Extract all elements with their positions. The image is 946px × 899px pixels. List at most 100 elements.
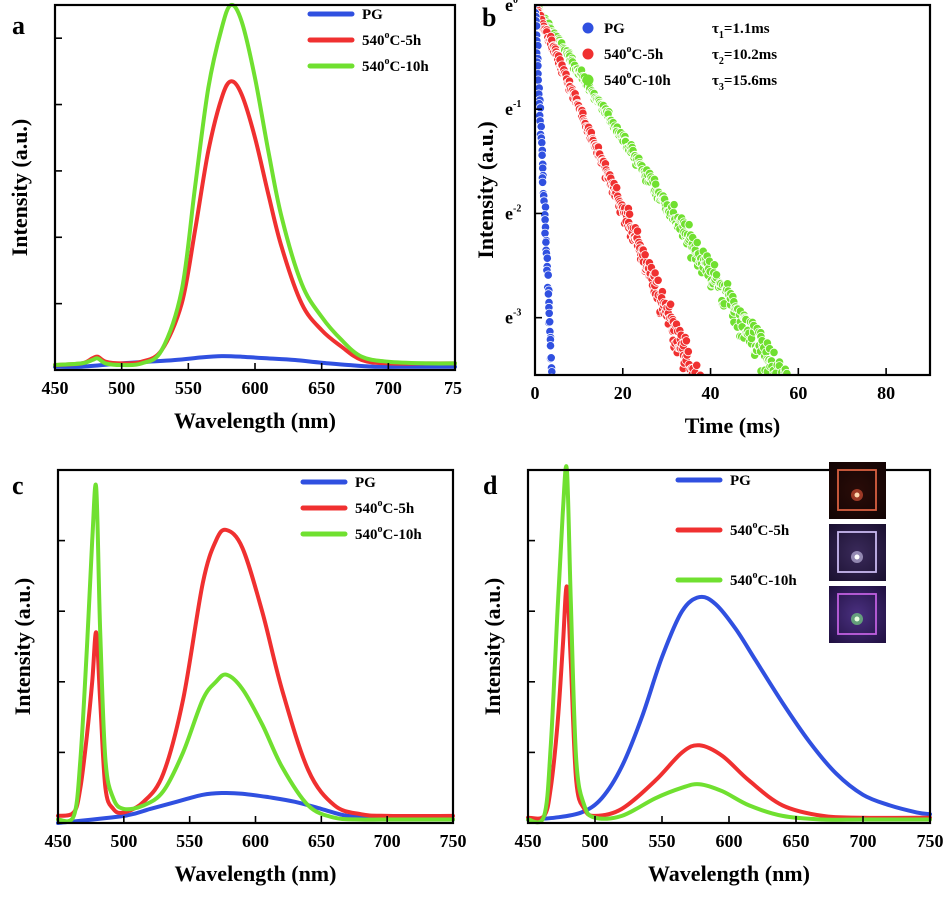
legend-marker — [582, 48, 594, 60]
data-point — [681, 336, 692, 346]
sample-photo — [829, 524, 886, 581]
x-tick-label: 550 — [175, 378, 202, 398]
data-point — [651, 179, 661, 189]
data-point — [711, 270, 722, 280]
series-line-pg — [526, 594, 932, 822]
tau-subscript: 2 — [719, 56, 724, 67]
x-axis-label: Wavelength (nm) — [175, 861, 337, 886]
panel-letter: c — [12, 471, 24, 500]
data-point — [540, 202, 551, 212]
y-tick-label: e0 — [505, 0, 518, 15]
legend-name-tail: C-10h — [383, 527, 423, 543]
legend-name-tail: C-5h — [383, 501, 415, 517]
series-line-540c-10h — [53, 2, 457, 368]
x-tick-label: 700 — [850, 831, 877, 851]
tau-symbol: τ — [712, 21, 719, 37]
y-axis-label: Intensity (a.u.) — [10, 578, 35, 716]
legend-label: 540oC-10h — [355, 524, 422, 543]
legend-degree: o — [378, 498, 383, 509]
y-tick-base: e — [505, 203, 513, 223]
x-tick-label: 60 — [789, 383, 807, 403]
data-point — [545, 341, 556, 351]
legend-name: PG — [362, 7, 383, 23]
legend-name: 540 — [730, 523, 753, 539]
x-tick-label: 500 — [110, 831, 137, 851]
legend-degree: o — [753, 520, 758, 531]
data-point — [782, 368, 792, 375]
x-tick-label: 700 — [374, 831, 401, 851]
sample-photo — [829, 586, 886, 643]
legend-name: 540 — [604, 73, 627, 89]
x-tick-label: 600 — [242, 831, 269, 851]
data-point — [769, 347, 779, 357]
tau-subscript: 1 — [719, 30, 724, 41]
inset-photos — [829, 462, 886, 643]
data-point — [669, 200, 679, 210]
y-tick-exp: 0 — [513, 0, 518, 6]
legend-tau: τ3=15.6ms — [712, 73, 777, 93]
x-tick-label: 650 — [308, 378, 335, 398]
data-point — [684, 220, 694, 230]
y-axis-label: Intensity (a.u.) — [473, 121, 498, 259]
data-point — [547, 367, 557, 375]
series-line-540c-5h — [526, 584, 932, 821]
legend-label: 540oC-5h — [730, 520, 790, 539]
legend-degree: o — [385, 30, 390, 41]
legend-name: 540 — [730, 573, 753, 589]
series-line-540c-5h — [56, 527, 455, 819]
legend-name: 540 — [355, 501, 378, 517]
data-point — [665, 299, 676, 309]
legend-degree: o — [378, 524, 383, 535]
y-axis-label: Intensity (a.u.) — [480, 578, 505, 716]
x-tick-label: 450 — [45, 831, 72, 851]
data-point — [692, 360, 702, 370]
x-axis-label: Wavelength (nm) — [648, 861, 810, 886]
data-point — [709, 260, 720, 270]
x-tick-label: 0 — [531, 383, 540, 403]
tau-symbol: τ — [712, 73, 719, 89]
x-tick-label: 550 — [649, 831, 676, 851]
plot-frame — [533, 3, 932, 377]
data-point — [653, 275, 663, 285]
data-point — [545, 317, 555, 327]
plot-area — [535, 5, 796, 375]
data-point — [544, 308, 554, 318]
legend-label: 540oC-5h — [355, 498, 415, 517]
y-tick-exp: -1 — [513, 99, 521, 110]
x-tick-label: 550 — [176, 831, 203, 851]
legend-degree: o — [627, 70, 632, 81]
x-tick-label: 40 — [702, 383, 720, 403]
legend-name-tail: C-5h — [758, 523, 790, 539]
y-tick-label: e-2 — [505, 203, 521, 223]
data-point — [535, 103, 546, 113]
legend-degree: o — [385, 56, 390, 67]
legend-label: 540oC-5h — [604, 44, 664, 63]
y-tick-label: e-1 — [505, 99, 521, 119]
x-axis-label: Time (ms) — [685, 413, 781, 438]
series-line-540c-10h — [56, 482, 455, 824]
y-axis-label: Intensity (a.u.) — [7, 119, 32, 257]
x-tick-label: 650 — [783, 831, 810, 851]
tau-value: =1.1ms — [724, 21, 770, 37]
legend-name: 540 — [604, 47, 627, 63]
data-point — [537, 138, 547, 148]
tau-value: =10.2ms — [724, 47, 777, 63]
plot-area — [56, 482, 455, 825]
x-tick-label: 450 — [515, 831, 542, 851]
plot-area — [53, 2, 457, 369]
data-point — [536, 122, 546, 132]
data-point — [542, 253, 552, 263]
data-point — [543, 270, 553, 280]
legend-name-tail: C-5h — [632, 47, 664, 63]
legend-name-tail: C-10h — [758, 573, 798, 589]
tau-value: =15.6ms — [724, 73, 777, 89]
x-tick-label: 750 — [440, 831, 467, 851]
legend-name: 540 — [362, 59, 385, 75]
panel-d: d 450 500 550 600 650 700 750 Wavelength (nm) Int… — [480, 462, 944, 886]
data-point — [537, 150, 547, 160]
x-tick-label: 450 — [42, 378, 69, 398]
x-tick-label: 500 — [108, 378, 135, 398]
